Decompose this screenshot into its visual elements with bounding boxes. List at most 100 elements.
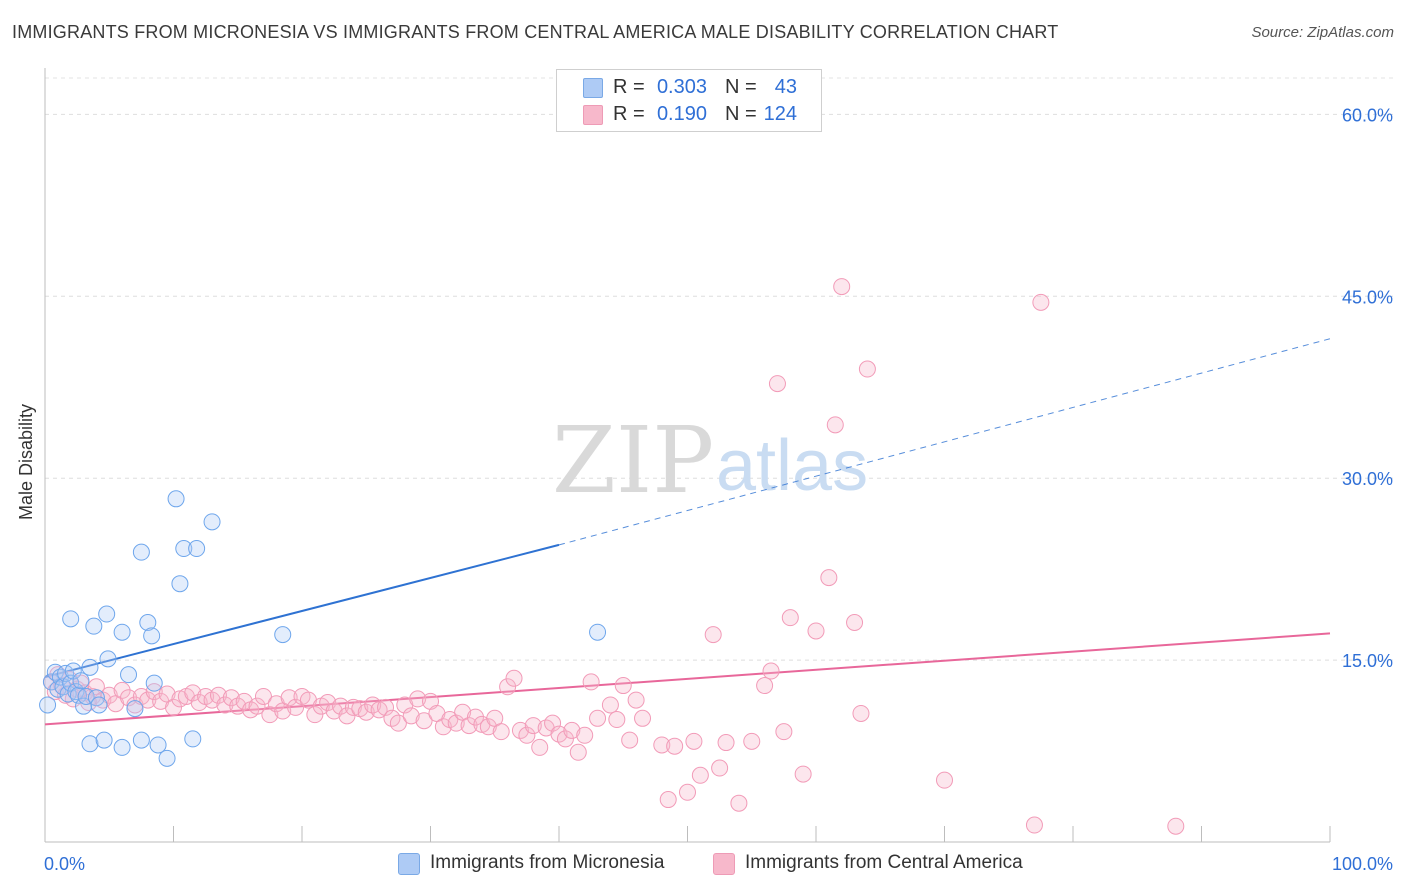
point-central-america — [524, 717, 542, 735]
point-central-america — [402, 707, 420, 725]
point-central-america — [730, 794, 748, 812]
point-micronesia — [589, 623, 607, 641]
point-micronesia — [132, 731, 150, 749]
point-central-america — [1032, 293, 1050, 311]
point-central-america — [518, 726, 536, 744]
point-micronesia — [126, 700, 144, 718]
data-points — [39, 278, 1185, 835]
point-central-america — [370, 701, 388, 719]
point-central-america — [222, 689, 240, 707]
point-central-america — [569, 743, 587, 761]
point-central-america — [389, 714, 407, 732]
legend-label-micronesia: Immigrants from Micronesia — [430, 852, 665, 873]
point-central-america — [306, 706, 324, 724]
n-label: N = — [725, 76, 757, 98]
point-central-america — [434, 718, 452, 736]
legend-swatch-micronesia — [583, 78, 603, 98]
legend-swatch-micronesia — [398, 853, 420, 875]
y-tick-label: 45.0% — [1342, 287, 1393, 307]
point-central-america — [826, 416, 844, 434]
point-central-america — [113, 681, 131, 699]
point-micronesia — [95, 731, 113, 749]
point-micronesia — [171, 575, 189, 593]
point-micronesia — [90, 696, 108, 714]
n-value: 43 — [774, 76, 797, 98]
point-central-america — [582, 673, 600, 691]
point-central-america — [711, 759, 729, 777]
point-central-america — [460, 717, 478, 735]
point-central-america — [235, 692, 253, 710]
point-micronesia — [99, 650, 117, 668]
point-micronesia — [145, 674, 163, 692]
n-label: N = — [725, 103, 757, 125]
point-central-america — [659, 791, 677, 809]
point-central-america — [505, 669, 523, 687]
point-micronesia — [175, 540, 193, 558]
stats-legend: R = 0.303 N = 43 R = 0.190 N = 124 — [556, 69, 822, 132]
r-value: 0.303 — [656, 76, 707, 98]
point-central-america — [338, 707, 356, 725]
point-micronesia — [167, 490, 185, 508]
point-central-america — [936, 771, 953, 789]
point-micronesia — [132, 543, 150, 561]
point-central-america — [332, 697, 350, 715]
point-central-america — [846, 614, 864, 632]
legend-swatch-central-america — [583, 105, 603, 125]
point-central-america — [717, 734, 735, 752]
point-central-america — [531, 738, 549, 756]
point-central-america — [165, 698, 182, 716]
point-central-america — [621, 731, 639, 749]
point-central-america — [319, 694, 337, 712]
watermark-zip: ZIP — [552, 407, 714, 514]
point-central-america — [775, 723, 793, 741]
point-central-america — [762, 662, 780, 680]
point-central-america — [1025, 816, 1043, 834]
point-central-america — [833, 278, 851, 296]
point-central-america — [589, 709, 607, 727]
point-central-america — [216, 696, 234, 714]
point-central-america — [691, 766, 709, 784]
point-micronesia — [158, 749, 176, 767]
point-central-america — [184, 684, 202, 702]
x-tick-label: 0.0% — [44, 854, 85, 874]
point-central-america — [139, 691, 157, 709]
point-central-america — [820, 569, 838, 587]
point-central-america — [190, 694, 208, 712]
point-micronesia — [81, 735, 99, 753]
point-micronesia — [149, 736, 167, 754]
point-central-america — [357, 703, 375, 721]
point-central-america — [704, 626, 722, 644]
point-central-america — [499, 678, 517, 696]
r-label: R = — [613, 103, 645, 125]
point-central-america — [120, 689, 138, 707]
n-value: 124 — [763, 103, 797, 125]
point-central-america — [781, 609, 799, 627]
watermark: ZIP atlas — [552, 407, 868, 514]
point-central-america — [280, 689, 298, 707]
point-central-america — [287, 698, 305, 716]
point-central-america — [743, 732, 761, 750]
point-central-america — [852, 704, 870, 722]
point-micronesia — [274, 626, 292, 644]
trend-line-micronesia — [44, 543, 560, 679]
point-central-america — [807, 622, 825, 640]
y-tick-label: 30.0% — [1342, 469, 1393, 489]
point-central-america — [858, 360, 876, 378]
trend-lines — [44, 338, 1331, 726]
point-central-america — [248, 697, 266, 715]
point-central-america — [601, 696, 619, 714]
point-micronesia — [85, 617, 103, 635]
point-micronesia — [113, 623, 131, 641]
series-legend: Immigrants from Micronesia Immigrants fr… — [0, 851, 1406, 879]
point-central-america — [627, 691, 645, 709]
point-central-america — [576, 726, 594, 744]
y-axis-label: Male Disability — [16, 403, 36, 520]
point-micronesia — [139, 614, 157, 632]
point-central-america — [492, 723, 510, 741]
trend-line-central-america — [44, 632, 1331, 726]
point-central-america — [466, 708, 484, 726]
point-micronesia — [120, 666, 138, 684]
point-central-america — [261, 706, 279, 724]
point-central-america — [254, 687, 272, 705]
gridlines — [45, 77, 1393, 661]
